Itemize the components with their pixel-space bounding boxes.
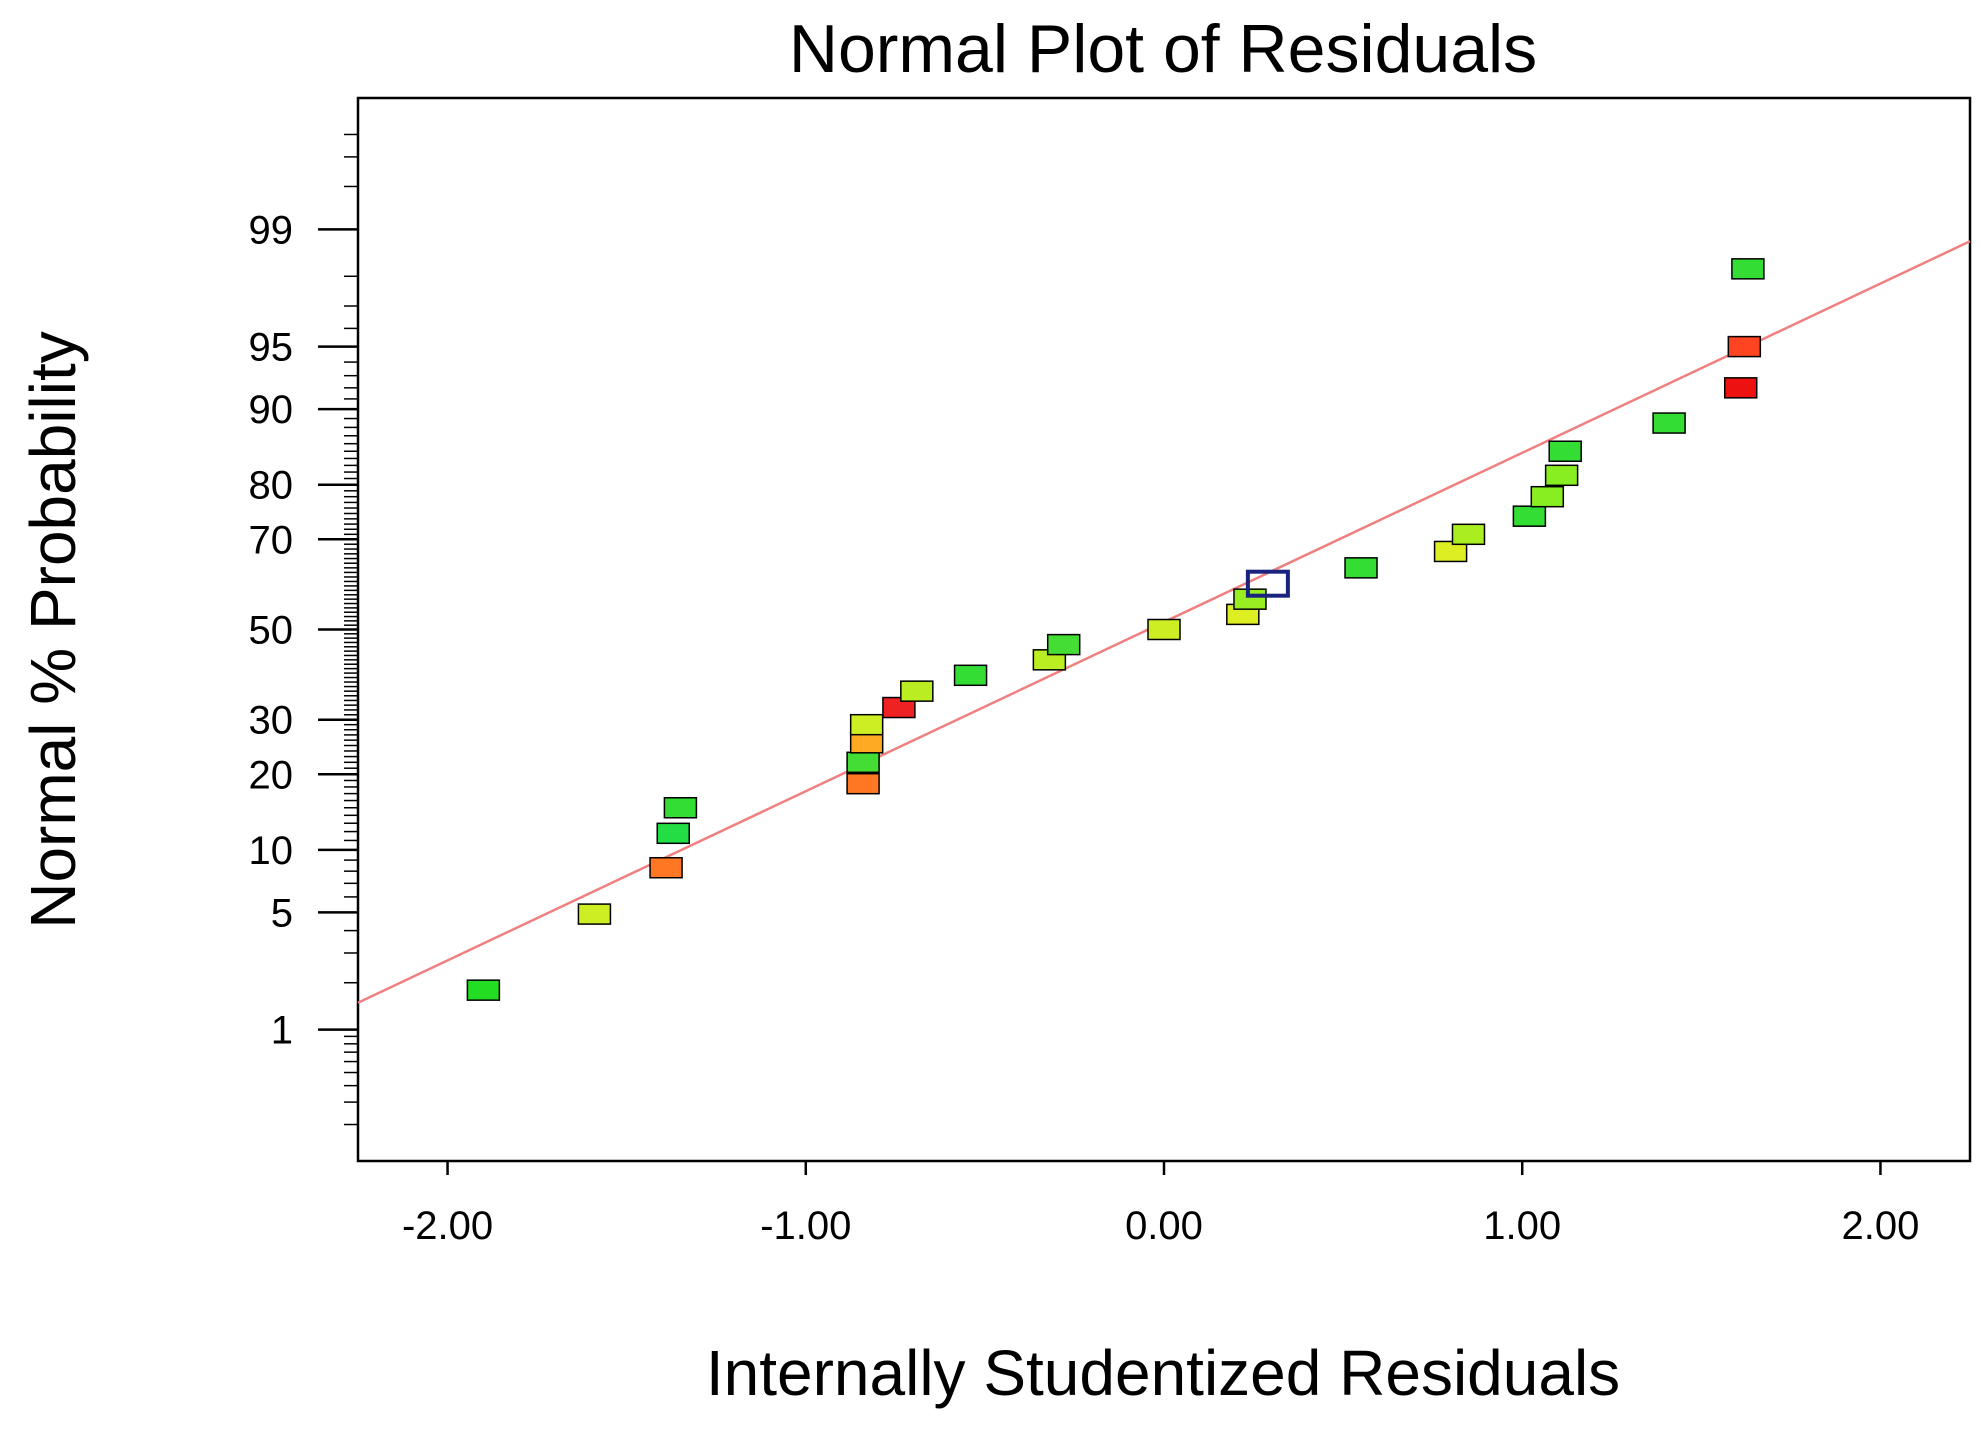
data-point xyxy=(1727,335,1762,358)
data-point xyxy=(849,732,884,754)
data-point xyxy=(1433,540,1468,563)
data-point xyxy=(1233,588,1267,610)
data-point xyxy=(649,856,683,879)
y-tick-label: 95 xyxy=(249,326,294,370)
data-point xyxy=(656,822,690,845)
y-tick-label: 80 xyxy=(249,464,294,508)
data-point xyxy=(1147,618,1181,641)
data-point xyxy=(466,979,501,1001)
y-tick-label: 70 xyxy=(249,518,294,562)
data-point xyxy=(882,696,916,719)
data-point xyxy=(1544,464,1579,487)
data-point xyxy=(1046,633,1081,656)
y-tick-label: 1 xyxy=(271,1009,293,1053)
x-axis: -2.00 -1.00 0.00 1.00 2.00 xyxy=(402,1161,1919,1248)
y-tick-label: 10 xyxy=(249,829,294,873)
data-point xyxy=(1344,557,1378,579)
y-tick-label: 20 xyxy=(249,753,294,797)
data-point xyxy=(953,664,988,687)
x-tick-label: -1.00 xyxy=(760,1204,851,1248)
data-point xyxy=(1451,523,1486,546)
data-point-highlighted xyxy=(1245,569,1290,598)
data-point xyxy=(900,680,934,702)
x-tick-label: -2.00 xyxy=(402,1204,493,1248)
data-point xyxy=(1723,377,1758,399)
x-tick-label: 2.00 xyxy=(1842,1204,1920,1248)
data-point xyxy=(1512,505,1547,527)
data-point xyxy=(663,797,698,819)
data-points xyxy=(466,258,1765,1001)
y-tick-label: 50 xyxy=(249,609,294,653)
y-tick-label: 99 xyxy=(249,208,294,252)
data-point xyxy=(1652,412,1686,434)
chart-title: Normal Plot of Residuals xyxy=(789,11,1537,87)
y-tick-label: 30 xyxy=(249,699,294,743)
y-tick-label: 5 xyxy=(271,891,293,935)
data-point xyxy=(1530,485,1565,508)
data-point xyxy=(846,772,880,795)
x-tick-label: 0.00 xyxy=(1125,1204,1203,1248)
data-point xyxy=(1731,258,1765,280)
data-point xyxy=(1548,440,1582,462)
data-point xyxy=(577,903,612,925)
data-point xyxy=(849,713,884,736)
y-tick-label: 90 xyxy=(249,388,294,432)
y-axis-label: Normal % Probability xyxy=(17,331,89,929)
y-axis: 1 5 10 20 30 50 70 80 90 95 99 xyxy=(249,133,358,1126)
x-tick-label: 1.00 xyxy=(1483,1204,1561,1248)
data-point xyxy=(846,751,880,774)
x-axis-label: Internally Studentized Residuals xyxy=(706,1337,1620,1409)
